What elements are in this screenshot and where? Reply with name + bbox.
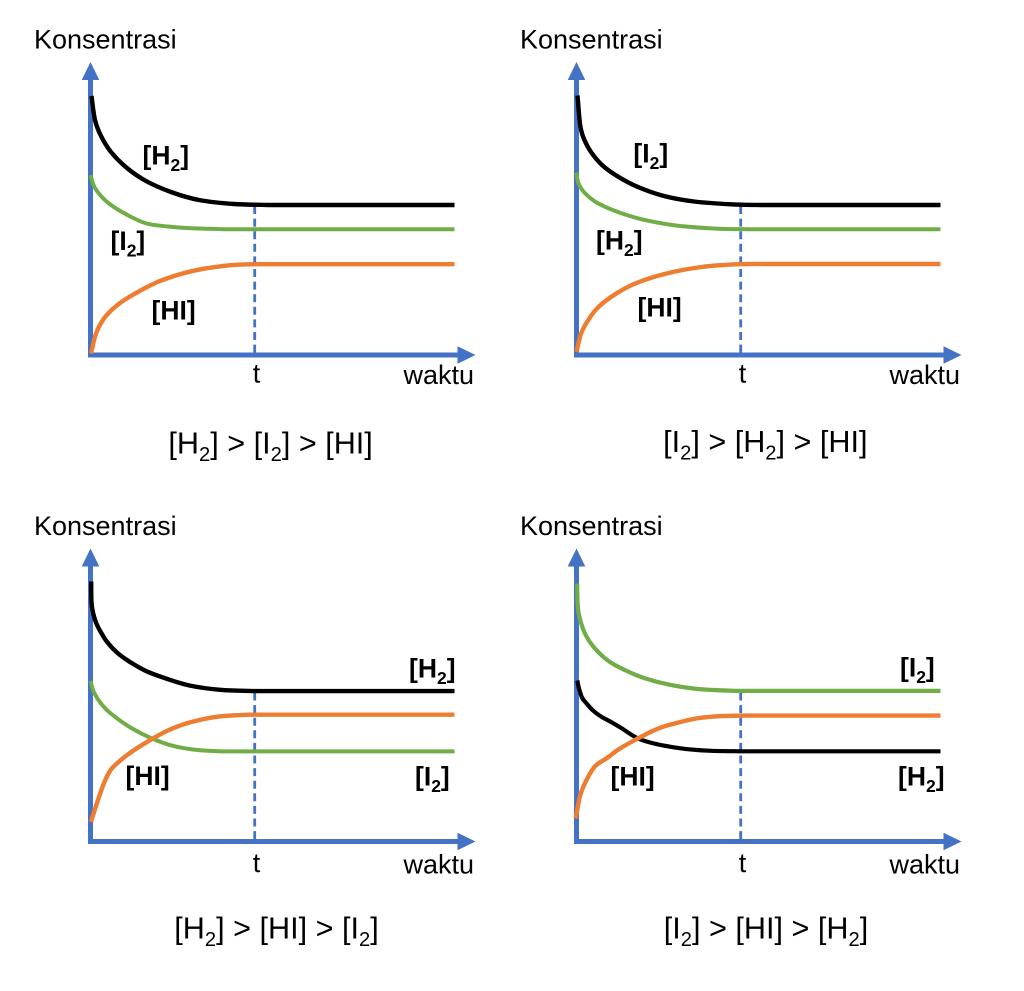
svg-text:waktu: waktu xyxy=(888,360,960,390)
svg-text:t: t xyxy=(253,359,261,389)
svg-text:[H2]: [H2] xyxy=(898,762,945,796)
svg-text:[I2] > [HI] > [H2]: [I2] > [HI] > [H2] xyxy=(664,912,868,951)
svg-text:Konsentrasi: Konsentrasi xyxy=(34,25,177,55)
svg-text:[I2] > [H2] > [HI]: [I2] > [H2] > [HI] xyxy=(663,425,867,464)
svg-text:[HI]: [HI] xyxy=(152,296,196,326)
svg-text:t: t xyxy=(739,359,747,389)
svg-text:[H2]: [H2] xyxy=(409,654,456,688)
svg-text:Konsentrasi: Konsentrasi xyxy=(34,511,177,541)
svg-text:t: t xyxy=(253,848,261,878)
svg-text:[HI]: [HI] xyxy=(126,761,170,791)
svg-text:waktu: waktu xyxy=(402,360,474,390)
svg-text:[HI]: [HI] xyxy=(611,762,655,792)
svg-text:[H2]: [H2] xyxy=(596,226,643,260)
svg-text:waktu: waktu xyxy=(888,850,960,880)
svg-text:Konsentrasi: Konsentrasi xyxy=(520,511,663,541)
svg-text:t: t xyxy=(739,848,747,878)
svg-text:[HI]: [HI] xyxy=(638,293,682,323)
svg-text:[H2]: [H2] xyxy=(143,141,190,175)
svg-text:[H2] > [HI] > [I2]: [H2] > [HI] > [I2] xyxy=(174,912,378,951)
svg-text:Konsentrasi: Konsentrasi xyxy=(520,25,663,55)
svg-text:[H2] > [I2] > [HI]: [H2] > [I2] > [HI] xyxy=(168,427,372,466)
svg-text:waktu: waktu xyxy=(402,850,474,880)
